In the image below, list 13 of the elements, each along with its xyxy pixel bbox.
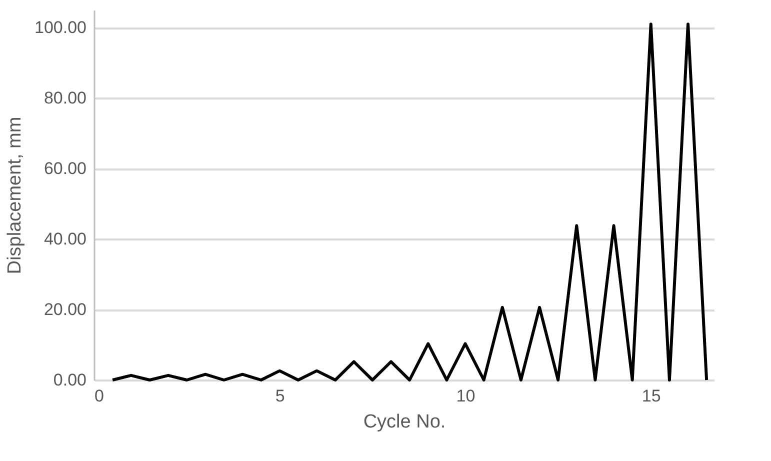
y-tick-label: 100.00 — [34, 18, 86, 38]
x-tick-label: 15 — [642, 386, 661, 406]
y-tick-label: 60.00 — [44, 159, 86, 178]
x-tick-label: 5 — [275, 386, 285, 406]
y-tick-label: 40.00 — [44, 230, 86, 249]
x-tick-label: 10 — [456, 386, 476, 406]
y-tick-label: 80.00 — [44, 88, 86, 108]
y-tick-label: 20.00 — [44, 300, 86, 320]
y-axis-title: Displacement, mm — [4, 116, 26, 274]
x-axis-title: Cycle No. — [363, 412, 446, 432]
line-series — [111, 22, 708, 382]
x-tick-label: 0 — [94, 386, 104, 406]
y-tick-label: 0.00 — [53, 370, 86, 390]
